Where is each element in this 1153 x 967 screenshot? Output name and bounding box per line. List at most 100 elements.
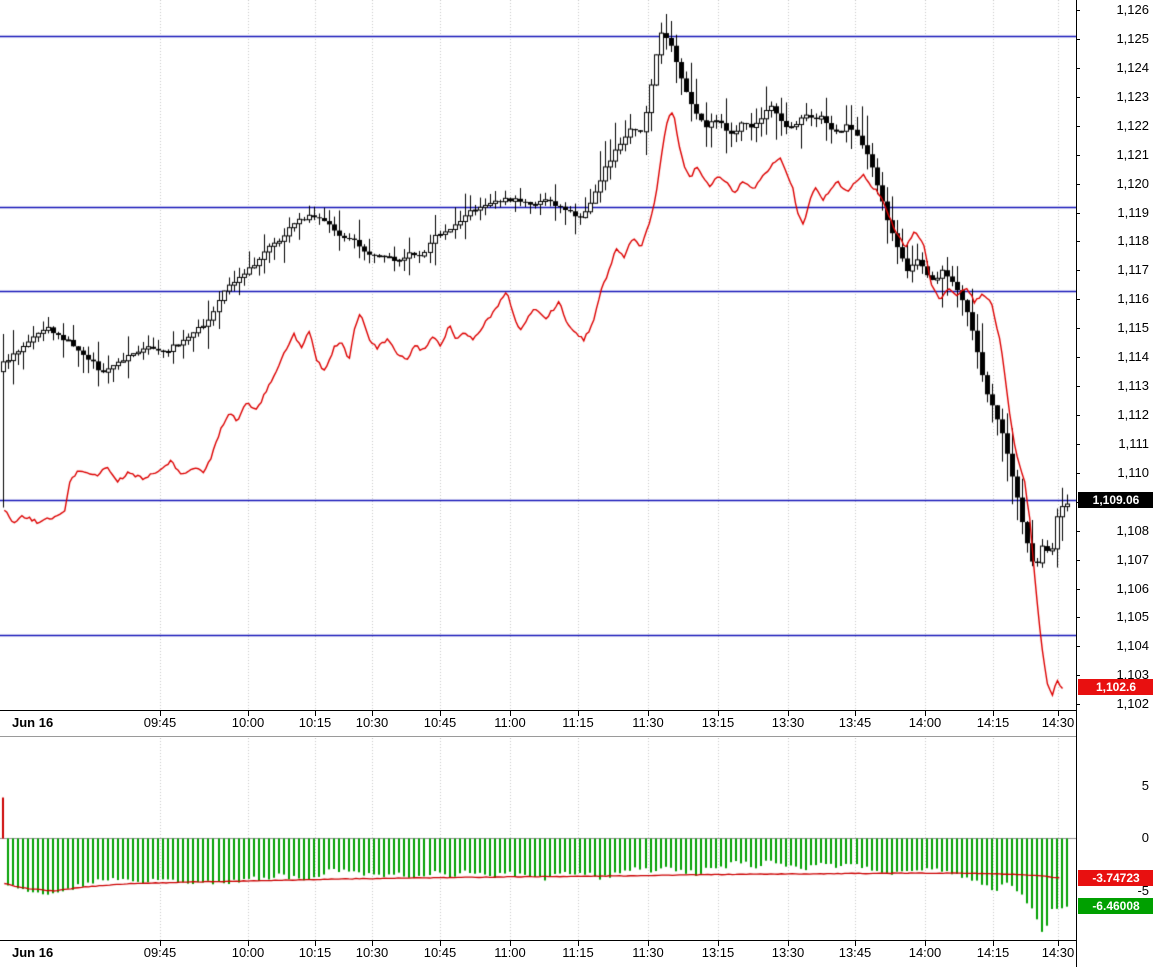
price-tick-label: 1,104 <box>1116 638 1149 654</box>
price-tick-mark <box>1077 155 1080 156</box>
spread-tick-label: 5 <box>1141 777 1149 793</box>
time-tick-label: 14:30 <box>1041 715 1075 730</box>
price-tick-label: 1,117 <box>1117 262 1149 278</box>
overlay-line-price-tag: 1,102.6 <box>1078 678 1153 695</box>
date-label-bottom: Jun 16 <box>12 945 54 960</box>
price-tick-label: 1,105 <box>1116 609 1149 625</box>
time-tick-mark <box>993 941 994 946</box>
price-tick-label: 1,123 <box>1116 88 1149 104</box>
price-tick-mark <box>1077 184 1080 185</box>
time-axis-top[interactable]: Jun 16 09:45 10:00 10:15 10:30 10:45 11:00 11:… <box>0 710 1077 735</box>
price-tick-mark <box>1077 241 1080 242</box>
time-tick-label: 11:00 <box>494 715 526 730</box>
time-tick-label: 13:30 <box>771 715 805 730</box>
time-tick-label: 10:45 <box>423 945 457 960</box>
price-tick-mark <box>1077 328 1080 329</box>
spread-last-tag: -6.46008 <box>1078 898 1153 915</box>
time-tick-mark <box>248 941 249 946</box>
time-tick-mark <box>718 941 719 946</box>
time-tick-mark <box>1058 711 1059 716</box>
panel-divider <box>0 736 1077 737</box>
price-tick-mark <box>1077 560 1080 561</box>
price-tick-label: 1,122 <box>1116 117 1149 133</box>
price-tick-mark <box>1077 704 1080 705</box>
time-tick-mark <box>788 711 789 716</box>
price-tick-mark <box>1077 444 1080 445</box>
time-tick-mark <box>248 711 249 716</box>
time-axis-bottom[interactable]: Jun 16 09:45 10:00 10:15 10:30 10:45 11:00 11:… <box>0 940 1077 967</box>
time-tick-mark <box>718 711 719 716</box>
price-tick-label: 1,110 <box>1117 464 1149 480</box>
time-tick-label: 11:00 <box>494 945 526 960</box>
time-tick-mark <box>648 711 649 716</box>
price-tick-mark <box>1077 68 1080 69</box>
price-tick-mark <box>1077 97 1080 98</box>
time-tick-label: 09:45 <box>143 945 177 960</box>
time-tick-mark <box>855 941 856 946</box>
price-tick-mark <box>1077 675 1080 676</box>
price-tick-mark <box>1077 299 1080 300</box>
price-tick-label: 1,102 <box>1116 696 1149 712</box>
time-tick-label: 10:45 <box>423 715 457 730</box>
time-tick-mark <box>788 941 789 946</box>
price-tick-label: 1,106 <box>1116 580 1149 596</box>
time-tick-mark <box>440 941 441 946</box>
price-tick-mark <box>1077 415 1080 416</box>
time-tick-label: 10:30 <box>355 715 389 730</box>
time-tick-label: 11:15 <box>562 945 594 960</box>
time-tick-mark <box>925 711 926 716</box>
spread-line-tag: -3.74723 <box>1078 869 1153 886</box>
time-tick-mark <box>648 941 649 946</box>
time-tick-label: 13:45 <box>838 715 872 730</box>
time-tick-mark <box>160 711 161 716</box>
price-tick-mark <box>1077 213 1080 214</box>
time-tick-mark <box>855 711 856 716</box>
price-tick-mark <box>1077 39 1080 40</box>
time-tick-mark <box>372 711 373 716</box>
time-tick-mark <box>315 941 316 946</box>
time-tick-mark <box>1058 941 1059 946</box>
price-tick-mark <box>1077 10 1080 11</box>
spread-panel-plot[interactable] <box>0 738 1076 940</box>
time-tick-label: 13:15 <box>701 715 735 730</box>
time-tick-label: 10:15 <box>298 715 332 730</box>
date-label-top: Jun 16 <box>12 715 54 730</box>
time-tick-label: 10:00 <box>231 945 265 960</box>
time-tick-label: 10:30 <box>355 945 389 960</box>
price-tick-label: 1,115 <box>1117 320 1149 336</box>
price-tick-label: 1,126 <box>1116 2 1149 18</box>
time-tick-mark <box>372 941 373 946</box>
time-tick-label: 13:15 <box>701 945 735 960</box>
time-tick-mark <box>578 711 579 716</box>
time-tick-label: 11:15 <box>562 715 594 730</box>
time-tick-mark <box>160 941 161 946</box>
price-tick-mark <box>1077 531 1080 532</box>
time-tick-label: 13:30 <box>771 945 805 960</box>
price-tick-mark <box>1077 386 1080 387</box>
price-tick-mark <box>1077 617 1080 618</box>
spread-tick-label: 0 <box>1141 830 1149 846</box>
time-tick-label: 14:15 <box>976 715 1010 730</box>
time-tick-mark <box>993 711 994 716</box>
time-tick-label: 13:45 <box>838 945 872 960</box>
price-tick-mark <box>1077 646 1080 647</box>
spread-tick-label: -5 <box>1137 882 1149 898</box>
price-tick-label: 1,116 <box>1117 291 1149 307</box>
price-tick-label: 1,124 <box>1116 59 1149 75</box>
price-panel-plot[interactable] <box>0 0 1076 710</box>
time-tick-label: 14:00 <box>908 715 942 730</box>
price-tick-label: 1,114 <box>1117 349 1149 365</box>
price-tick-label: 1,118 <box>1117 233 1149 249</box>
price-tick-label: 1,108 <box>1116 522 1149 538</box>
time-tick-mark <box>510 711 511 716</box>
price-axis[interactable]: 1,126 1,125 1,124 1,123 1,122 1,121 1,120 1,119… <box>1076 0 1153 967</box>
price-tick-label: 1,125 <box>1116 31 1149 47</box>
price-tick-label: 1,107 <box>1116 551 1149 567</box>
price-tick-mark <box>1077 126 1080 127</box>
time-tick-label: 11:30 <box>632 715 664 730</box>
price-tick-label: 1,121 <box>1116 146 1149 162</box>
price-tick-mark <box>1077 473 1080 474</box>
price-tick-mark <box>1077 589 1080 590</box>
time-tick-label: 14:30 <box>1041 945 1075 960</box>
